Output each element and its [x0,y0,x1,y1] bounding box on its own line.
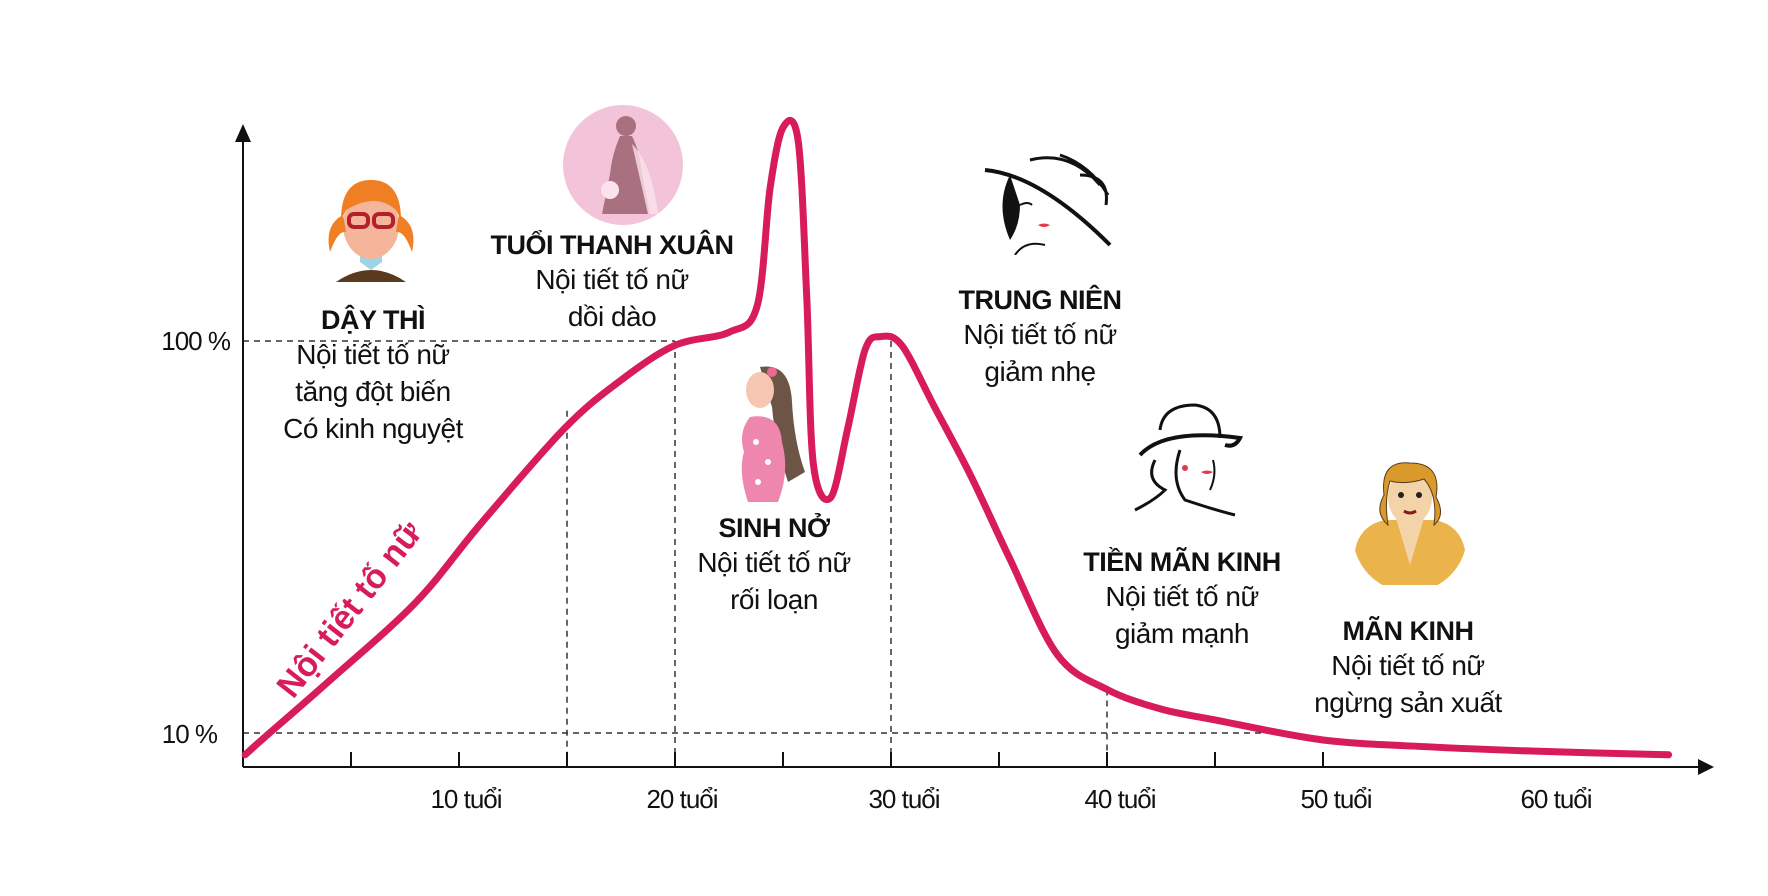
x-tick-40: 40 tuổi [1084,784,1156,814]
stage-title: SINH NỞ [718,513,830,543]
stage-youth: TUỔI THANH XUÂN Nội tiết tố nữ dồi dào [490,229,735,335]
stage-line: Nội tiết tố nữ [1331,650,1485,681]
stage-middle-age: TRUNG NIÊN Nội tiết tố nữ giảm nhẹ [958,284,1123,390]
stage-menopause: MÃN KINH Nội tiết tố nữ ngừng sản xuất [1314,615,1502,721]
x-tick-30: 30 tuổi [868,784,940,814]
stage-line: Nội tiết tố nữ [963,319,1117,350]
stage-childbirth: SINH NỞ Nội tiết tố nữ rối loạn [697,512,851,618]
x-tick-10: 10 tuổi [430,784,502,814]
woman-hat-icon [1134,403,1244,517]
stage-line: Nội tiết tố nữ [1105,581,1259,612]
pregnant-woman-icon [741,366,805,502]
y-axis-arrow [235,124,251,142]
stage-title: TUỔI THANH XUÂN [490,230,735,260]
x-tick-50: 50 tuổi [1300,784,1372,814]
older-woman-icon [1355,462,1465,585]
x-tick-20: 20 tuổi [646,784,718,814]
stage-line: Nội tiết tố nữ [296,339,450,370]
stage-line: dồi dào [567,301,657,332]
stage-title: TIỀN MÃN KINH [1083,547,1281,577]
stage-title: MÃN KINH [1342,616,1474,646]
reference-lines [243,340,1295,762]
stage-line: Nội tiết tố nữ [697,547,851,578]
y-tick-100: 100 % [161,326,231,356]
stage-line: Nội tiết tố nữ [535,264,689,295]
bride-icon [563,105,683,225]
x-tick-60: 60 tuổi [1520,784,1592,814]
y-tick-10: 10 % [161,719,218,749]
stage-line: rối loạn [730,584,818,615]
woman-wide-hat-icon [984,153,1112,255]
stage-line: ngừng sản xuất [1314,687,1502,718]
axes [235,124,1714,775]
stage-line: tăng đột biến [295,376,451,407]
hormone-curve [241,117,1673,759]
x-axis-arrow [1698,759,1714,775]
stage-line: giảm mạnh [1114,618,1250,649]
stage-perimenopause: TIỀN MÃN KINH Nội tiết tố nữ giảm mạnh [1083,546,1281,652]
stage-puberty: DẬY THÌ Nội tiết tố nữ tăng đột biến Có … [283,304,463,447]
stage-line: giảm nhẹ [984,356,1096,387]
stage-title: TRUNG NIÊN [958,285,1123,315]
stage-line: Có kinh nguyệt [283,413,463,444]
girl-glasses-icon [328,180,414,282]
stage-title: DẬY THÌ [320,305,426,335]
